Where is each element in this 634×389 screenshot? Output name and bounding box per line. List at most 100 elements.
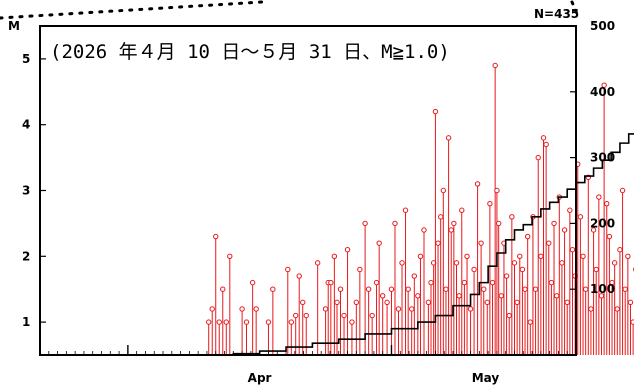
stem-head-50: [428, 279, 434, 286]
stem-head-13: [285, 266, 291, 273]
stem-head-46: [415, 293, 421, 299]
stem-head-94: [546, 240, 552, 246]
stem-head-43: [405, 286, 411, 292]
stem-head-57: [445, 135, 452, 141]
stem-head-69: [481, 286, 487, 292]
stem-head-30: [357, 266, 363, 273]
stem-head-95: [548, 279, 555, 286]
stem-head-65: [467, 306, 474, 312]
stem-head-125: [627, 299, 634, 306]
stem-head-7: [239, 306, 245, 312]
magnitude-stems: [206, 62, 634, 355]
cumulative-count-line: [206, 133, 634, 356]
stem-head-52: [432, 108, 439, 115]
right-tick-label-1: 200: [590, 216, 615, 230]
stem-head-18: [303, 312, 309, 319]
stem-head-92: [540, 135, 547, 141]
stem-head-8: [243, 319, 250, 325]
stem-head-72: [489, 279, 496, 286]
stem-head-5: [223, 319, 229, 325]
stem-head-87: [527, 319, 534, 325]
stem-head-90: [535, 154, 541, 161]
stem-head-112: [593, 266, 599, 273]
stem-head-6: [227, 253, 233, 259]
left-tick-label-2: 3: [22, 184, 30, 198]
stem-head-4: [220, 286, 226, 292]
month-labels: Apr May: [248, 371, 500, 385]
stem-head-49: [425, 299, 432, 306]
stem-head-60: [453, 260, 460, 266]
stem-head-116: [604, 200, 610, 207]
stem-head-16: [296, 273, 302, 279]
stem-head-3: [216, 319, 222, 325]
stem-head-35: [376, 240, 382, 246]
stem-head-15: [292, 312, 299, 319]
stem-head-81: [511, 260, 518, 266]
stem-head-40: [395, 306, 402, 312]
stem-head-100: [561, 227, 568, 233]
dotted-leader-line-right: [570, 0, 580, 18]
stem-head-80: [509, 214, 515, 220]
stem-head-67: [474, 181, 481, 187]
stem-head-47: [417, 253, 424, 259]
stem-head-115: [601, 82, 607, 88]
stem-head-33: [369, 312, 375, 319]
stem-head-26: [341, 312, 347, 319]
left-tick-label-4: 5: [22, 52, 30, 66]
stem-head-74: [494, 187, 500, 194]
stem-head-106: [577, 214, 584, 220]
stem-head-82: [514, 299, 520, 306]
stem-head-36: [379, 293, 386, 299]
stem-head-71: [487, 200, 493, 207]
stem-head-29: [353, 299, 360, 306]
month-label-may: May: [472, 371, 500, 385]
stem-head-121: [617, 247, 623, 253]
left-tick-label-0: 1: [22, 315, 30, 329]
stem-head-9: [249, 279, 256, 286]
stem-head-12: [270, 286, 276, 292]
right-tick-label-0: 100: [590, 282, 615, 296]
count-label: N=435: [534, 7, 579, 21]
stem-head-84: [519, 266, 526, 273]
stem-head-19: [314, 260, 321, 266]
stem-head-41: [399, 260, 405, 266]
stem-head-27: [344, 247, 351, 253]
stem-head-62: [459, 207, 465, 213]
stem-head-34: [373, 279, 380, 286]
stem-head-122: [619, 187, 626, 194]
stem-head-70: [484, 299, 490, 306]
stem-head-75: [495, 220, 502, 227]
stem-head-113: [596, 194, 602, 200]
stem-head-89: [532, 286, 539, 292]
right-tick-label-2: 300: [590, 151, 615, 165]
stem-head-126: [630, 319, 634, 325]
stem-head-61: [456, 293, 462, 299]
stem-head-55: [440, 187, 447, 194]
stem-head-78: [503, 273, 510, 279]
stem-head-11: [265, 319, 272, 325]
stem-head-107: [580, 253, 586, 259]
stem-head-101: [564, 299, 570, 306]
stem-head-0: [206, 319, 212, 325]
stem-head-99: [559, 260, 565, 266]
left-tick-label-1: 2: [22, 249, 30, 263]
stem-head-48: [421, 227, 427, 233]
stem-head-111: [590, 227, 597, 233]
stem-head-24: [334, 299, 340, 306]
left-tick-label-3: 4: [22, 118, 30, 132]
stem-head-20: [322, 306, 329, 312]
stem-head-63: [461, 279, 468, 286]
stem-head-1: [209, 306, 215, 312]
stem-head-25: [337, 286, 344, 292]
stem-head-54: [437, 214, 444, 220]
stem-head-120: [614, 306, 620, 312]
left-axis-label: M: [8, 19, 20, 33]
stem-head-68: [478, 240, 484, 246]
stem-head-110: [588, 306, 594, 312]
chart-subtitle: (2026 年４月 10 日～５月 31 日、M≧1.0): [50, 41, 450, 63]
right-tick-label-4: 500: [590, 19, 615, 33]
stem-head-39: [392, 220, 398, 227]
stem-head-31: [362, 220, 368, 227]
stem-head-28: [349, 319, 355, 325]
